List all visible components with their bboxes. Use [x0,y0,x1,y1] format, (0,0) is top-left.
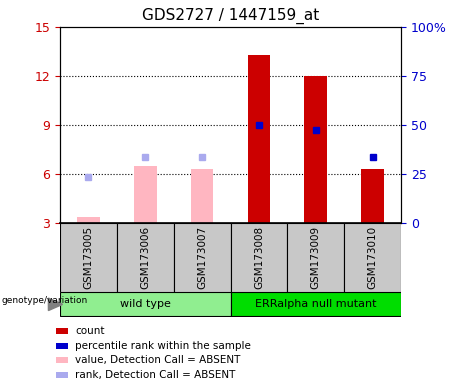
Bar [60,292,230,316]
Bar [56,343,68,349]
Bar [230,292,401,316]
Bar [77,217,100,223]
Text: GSM173007: GSM173007 [197,226,207,289]
Bar [230,223,287,292]
Text: GSM173010: GSM173010 [367,226,378,289]
Bar [60,223,117,292]
Bar [117,223,174,292]
Text: wild type: wild type [120,299,171,310]
Text: GSM173008: GSM173008 [254,226,264,289]
Bar [56,358,68,363]
Text: count: count [75,326,105,336]
Text: genotype/variation: genotype/variation [1,296,88,305]
Bar [304,76,327,223]
Bar [248,55,270,223]
Text: rank, Detection Call = ABSENT: rank, Detection Call = ABSENT [75,370,236,380]
Bar [56,328,68,334]
Text: ERRalpha null mutant: ERRalpha null mutant [255,299,377,310]
Bar [174,223,230,292]
Bar [56,372,68,378]
Text: percentile rank within the sample: percentile rank within the sample [75,341,251,351]
Title: GDS2727 / 1447159_at: GDS2727 / 1447159_at [142,8,319,24]
Text: GSM173009: GSM173009 [311,226,321,289]
Text: GSM173005: GSM173005 [83,226,94,289]
Bar [287,223,344,292]
Polygon shape [48,298,63,311]
Bar [361,169,384,223]
Bar [344,223,401,292]
Bar [191,169,213,223]
Text: GSM173006: GSM173006 [140,226,150,289]
Text: value, Detection Call = ABSENT: value, Detection Call = ABSENT [75,355,241,366]
Bar [134,166,157,223]
